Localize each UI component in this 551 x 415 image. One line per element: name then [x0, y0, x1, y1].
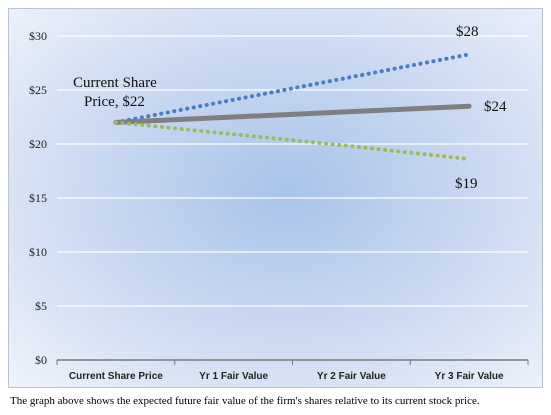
- y-tick-label: $5: [35, 299, 47, 313]
- y-tick-label: $30: [29, 29, 47, 43]
- y-tick-label: $15: [29, 191, 47, 205]
- current-price-label-line2: Price, $22: [84, 94, 145, 110]
- x-tick-label: Current Share Price: [69, 371, 163, 382]
- y-tick-label: $10: [29, 245, 47, 259]
- chart-area: $0 $5 $10 $15 $20 $25 $30 Current Share Price Yr…: [8, 8, 543, 388]
- series-line-high: [113, 52, 472, 125]
- line-chart: $0 $5 $10 $15 $20 $25 $30 Current Share Price Yr…: [9, 9, 542, 387]
- y-tick-label: $25: [29, 83, 47, 97]
- series-line-low: [113, 120, 472, 162]
- low-scenario-end-label: $19: [455, 176, 478, 192]
- y-tick-label: $20: [29, 137, 47, 151]
- y-tick-label: $0: [35, 353, 47, 367]
- x-tick-label: Yr 3 Fair Value: [435, 371, 504, 382]
- chart-caption: The graph above shows the expected futur…: [10, 395, 480, 407]
- x-tick-label: Yr 1 Fair Value: [199, 371, 268, 382]
- current-price-label-line1: Current Share: [73, 75, 157, 91]
- x-tick-label: Yr 2 Fair Value: [317, 371, 386, 382]
- high-scenario-end-label: $28: [456, 24, 479, 40]
- series-line-mid: [113, 103, 472, 125]
- mid-scenario-end-label: $24: [484, 99, 507, 115]
